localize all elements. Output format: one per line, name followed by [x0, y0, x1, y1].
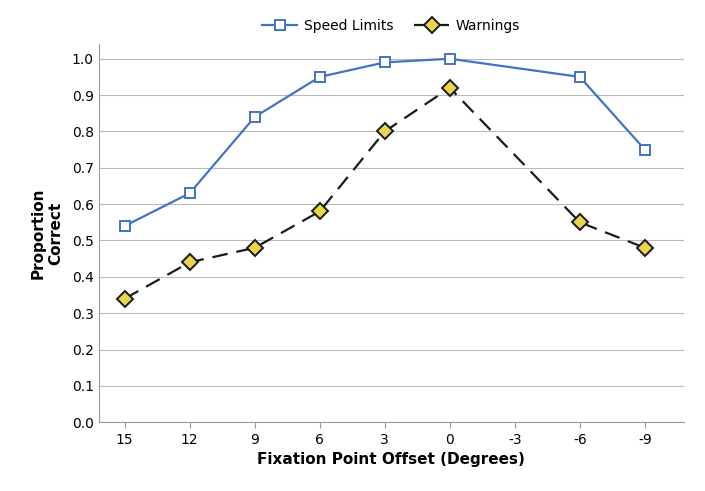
Speed Limits: [185, 191, 194, 196]
Legend: Speed Limits, Warnings: Speed Limits, Warnings: [257, 13, 526, 38]
Warnings: [446, 85, 454, 91]
Line: Speed Limits: Speed Limits: [120, 54, 650, 231]
Line: Warnings: Warnings: [119, 82, 651, 304]
Warnings: [381, 129, 389, 135]
Speed Limits: [316, 74, 324, 80]
Warnings: [185, 259, 194, 265]
Speed Limits: [575, 74, 584, 80]
Speed Limits: [121, 223, 129, 229]
Warnings: [575, 219, 584, 225]
Speed Limits: [641, 147, 649, 153]
Speed Limits: [381, 59, 389, 65]
Warnings: [121, 296, 129, 301]
Y-axis label: Proportion
Correct: Proportion Correct: [31, 188, 63, 279]
Warnings: [250, 245, 259, 251]
Speed Limits: [446, 56, 454, 62]
Speed Limits: [250, 114, 259, 120]
Warnings: [316, 209, 324, 215]
Warnings: [641, 245, 649, 251]
X-axis label: Fixation Point Offset (Degrees): Fixation Point Offset (Degrees): [257, 452, 525, 467]
